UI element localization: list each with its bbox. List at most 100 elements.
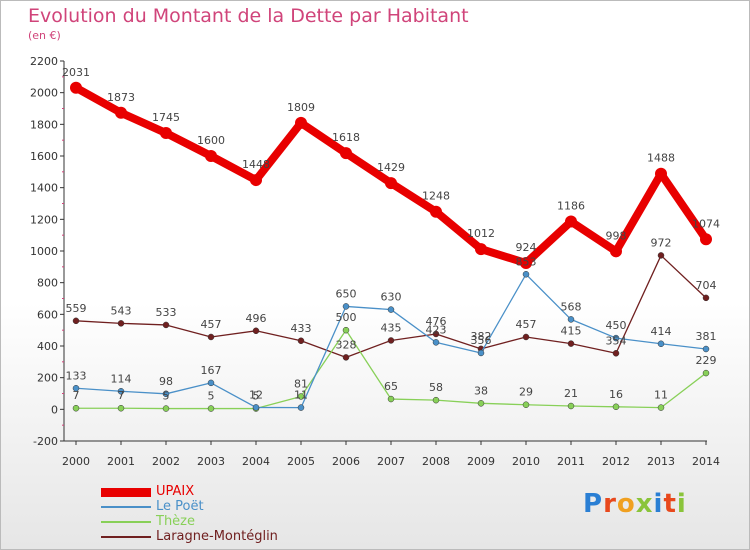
data-point <box>610 245 622 258</box>
data-point <box>297 393 305 400</box>
data-label: 11 <box>294 389 308 402</box>
data-label: 568 <box>561 300 582 313</box>
legend-swatch <box>101 521 151 523</box>
data-label: 704 <box>696 279 717 292</box>
data-point <box>655 167 667 180</box>
data-point <box>475 243 487 256</box>
data-point <box>520 257 532 270</box>
data-point <box>567 340 575 347</box>
data-point <box>657 404 665 411</box>
data-label: 381 <box>696 330 717 343</box>
data-label: 12 <box>249 388 263 401</box>
data-point <box>702 369 710 377</box>
x-tick-label: 2002 <box>152 455 180 468</box>
y-tick-label: 2000 <box>30 87 58 100</box>
data-point <box>295 116 307 129</box>
data-label: 7 <box>118 389 125 402</box>
data-label: 65 <box>384 380 398 393</box>
chart-subtitle: (en €) <box>28 29 61 42</box>
data-label: 11 <box>654 389 668 402</box>
data-point <box>342 303 350 310</box>
data-point <box>522 333 530 341</box>
data-label: 1074 <box>692 217 720 230</box>
data-point <box>342 326 350 334</box>
logo-letter: i <box>653 489 664 519</box>
data-label: 1745 <box>152 111 180 124</box>
y-tick-label: 2200 <box>30 55 58 68</box>
data-point <box>162 321 170 329</box>
data-point <box>162 390 170 398</box>
data-point <box>432 330 440 338</box>
x-tick-label: 2010 <box>512 455 540 468</box>
data-point <box>207 333 215 341</box>
data-label: 1600 <box>197 134 225 147</box>
data-point <box>205 150 217 162</box>
data-point <box>700 233 712 246</box>
data-point <box>162 405 170 412</box>
data-label: 924 <box>516 241 537 254</box>
data-label: 5 <box>163 390 170 403</box>
data-point <box>340 147 352 160</box>
data-point <box>657 340 665 348</box>
data-point <box>250 174 262 187</box>
data-point <box>612 350 620 357</box>
data-point <box>477 400 485 407</box>
logo-letter: r <box>603 489 617 519</box>
data-point <box>160 127 172 140</box>
data-point <box>117 404 125 412</box>
y-tick-label: 200 <box>37 372 58 385</box>
data-label: 21 <box>564 387 578 400</box>
logo-letter: t <box>663 489 677 519</box>
x-tick-label: 2014 <box>692 455 720 468</box>
data-point <box>342 354 350 361</box>
data-label: 1448 <box>242 158 270 171</box>
data-label: 29 <box>519 386 533 399</box>
data-label: 543 <box>111 304 132 317</box>
y-tick-label: 800 <box>37 277 58 290</box>
y-tick-label: 1800 <box>30 118 58 131</box>
x-tick-label: 2012 <box>602 455 630 468</box>
data-label: 16 <box>609 388 623 401</box>
data-point <box>252 404 260 411</box>
logo-letter: i <box>676 489 687 519</box>
legend-label: Le Poët <box>156 499 204 514</box>
data-point <box>657 252 665 259</box>
legend-swatch <box>101 506 151 508</box>
proxiti-logo: Proxiti <box>583 489 687 519</box>
logo-letter: x <box>635 489 654 519</box>
data-label: 559 <box>66 302 87 315</box>
data-label: 457 <box>201 318 222 331</box>
x-tick-label: 2009 <box>467 455 495 468</box>
data-point <box>117 320 125 327</box>
data-point <box>612 403 620 411</box>
data-label: 1809 <box>287 101 315 114</box>
data-point <box>565 215 577 228</box>
series-lines <box>70 81 712 412</box>
data-point <box>297 404 305 411</box>
data-point <box>72 317 80 325</box>
x-tick-label: 2000 <box>62 455 90 468</box>
data-label: 650 <box>336 287 357 300</box>
data-label: 1618 <box>332 131 360 144</box>
x-tick-label: 2001 <box>107 455 135 468</box>
y-tick-label: 1000 <box>30 245 58 258</box>
data-label: 1429 <box>377 161 405 174</box>
legend-swatch <box>101 488 151 497</box>
data-label: 1873 <box>107 91 135 104</box>
data-point <box>567 316 575 323</box>
data-point <box>387 306 395 313</box>
y-tick-label: 1200 <box>30 213 58 226</box>
data-label: 476 <box>426 315 447 328</box>
y-tick-label: -200 <box>33 435 58 448</box>
data-label: 457 <box>516 318 537 331</box>
data-point <box>432 339 440 346</box>
data-point <box>567 402 575 410</box>
data-label: 328 <box>336 338 357 351</box>
data-point <box>207 405 215 412</box>
data-point <box>432 396 440 404</box>
data-point <box>477 349 485 357</box>
x-tick-label: 2011 <box>557 455 585 468</box>
x-tick-label: 2013 <box>647 455 675 468</box>
